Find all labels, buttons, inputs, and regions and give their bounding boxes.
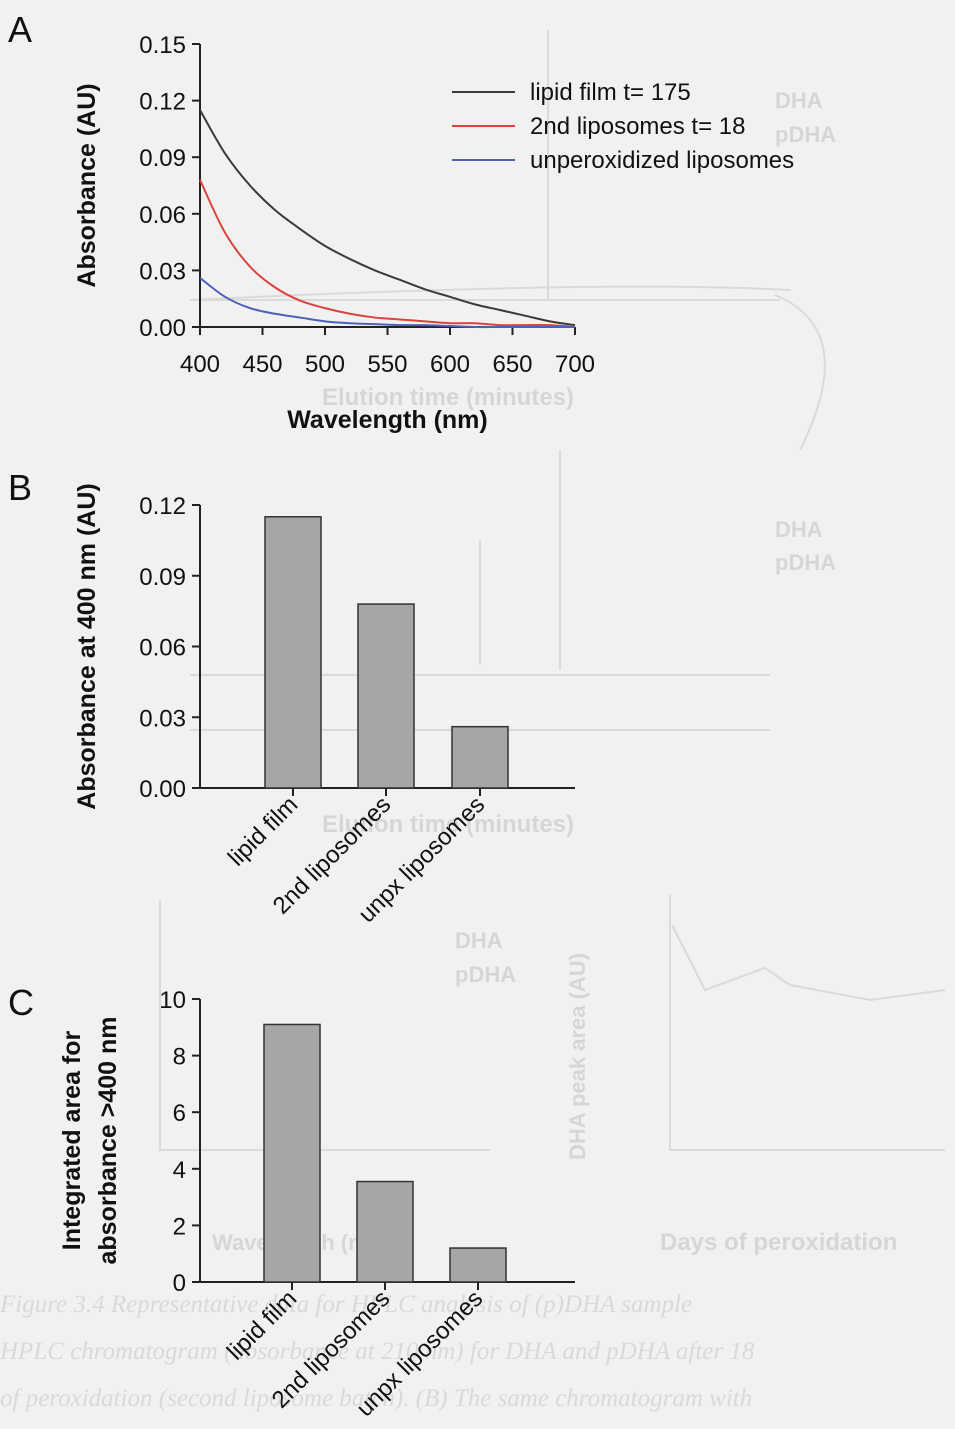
- x-tick-label: 650: [492, 351, 532, 378]
- ghost-caption-line: of peroxidation (second liposome batch).…: [0, 1385, 752, 1412]
- bar-2: [357, 603, 415, 789]
- ghost-text: pDHA: [775, 122, 836, 147]
- bar-3: [451, 725, 509, 789]
- category-label: lipid film: [223, 791, 303, 871]
- legend-entry: 2nd liposomes t= 18: [530, 113, 745, 140]
- ghost-text: DHA peak area (AU): [565, 953, 590, 1160]
- ghost-background: Elution time (minutes) Elution time (minu…: [0, 30, 946, 1412]
- x-tick-label: 400: [180, 351, 220, 378]
- y-axis-label: Integrated area for: [58, 1030, 86, 1250]
- y-axis-label: absorbance >400 nm: [94, 1016, 122, 1264]
- ghost-text: DHA: [775, 88, 823, 113]
- panel-letter-c: C: [8, 982, 34, 1023]
- y-axis-label: Absorbance at 400 nm (AU): [73, 483, 101, 809]
- ghost-line: [189, 30, 791, 301]
- ghost-text: Days of peroxidation: [660, 1229, 897, 1256]
- ghost-caption-line: Figure 3.4 Representative data for HPLC …: [0, 1291, 692, 1318]
- panel-a-line-chart: 0.00 0.03 0.06 0.09 0.12 0.15 400 450 500 550 600 6…: [73, 32, 794, 434]
- bar-3: [449, 1247, 507, 1283]
- y-tick-label: 0.00: [139, 315, 186, 342]
- bar-2: [356, 1180, 414, 1283]
- ghost-text: Elution time (minutes): [322, 811, 574, 838]
- y-tick-label: 10: [159, 987, 186, 1014]
- x-tick-label: 450: [242, 351, 282, 378]
- y-axis-label: Absorbance (AU): [73, 83, 101, 287]
- y-tick-label: 0.09: [139, 145, 186, 172]
- series-line-2: [199, 179, 576, 328]
- y-tick-label: 0.00: [139, 776, 186, 803]
- x-tick-label: 550: [367, 351, 407, 378]
- ghost-line: [159, 895, 946, 1151]
- y-tick-label: 4: [173, 1157, 186, 1184]
- ghost-text: DHA: [775, 517, 823, 542]
- legend-entry: lipid film t= 175: [530, 79, 691, 106]
- ghost-text: pDHA: [455, 962, 516, 987]
- ghost-text: pDHA: [775, 550, 836, 575]
- y-tick-label: 0.09: [139, 564, 186, 591]
- x-tick-label: 600: [430, 351, 470, 378]
- y-tick-label: 0.06: [139, 202, 186, 229]
- ghost-text: Elution time (minutes): [322, 384, 574, 411]
- y-tick-label: 0.12: [139, 493, 186, 520]
- y-tick-label: 8: [173, 1044, 186, 1071]
- y-tick-label: 0.06: [139, 635, 186, 662]
- series-line-3: [199, 277, 575, 329]
- y-tick-label: 0.15: [139, 32, 186, 59]
- panel-letter-a: A: [8, 9, 32, 50]
- bar-1: [263, 1023, 321, 1283]
- y-tick-label: 0.03: [139, 258, 186, 285]
- legend-entry: unperoxidized liposomes: [530, 147, 794, 174]
- bar-1: [264, 516, 322, 789]
- ghost-line: [774, 294, 826, 451]
- y-tick-label: 6: [173, 1100, 186, 1127]
- y-tick-label: 0.12: [139, 89, 186, 116]
- y-tick-label: 2: [173, 1213, 186, 1240]
- series-line-1: [199, 109, 576, 327]
- y-tick-label: 0: [173, 1270, 186, 1297]
- x-axis-label: Wavelength (nm): [287, 406, 487, 434]
- ghost-caption-line: HPLC chromatogram (absorbance at 210 nm)…: [0, 1338, 755, 1365]
- x-tick-label: 500: [305, 351, 345, 378]
- y-tick-label: 0.03: [139, 705, 186, 732]
- panel-letter-b: B: [8, 467, 32, 508]
- ghost-text: DHA: [455, 928, 503, 953]
- x-tick-label: 700: [555, 351, 595, 378]
